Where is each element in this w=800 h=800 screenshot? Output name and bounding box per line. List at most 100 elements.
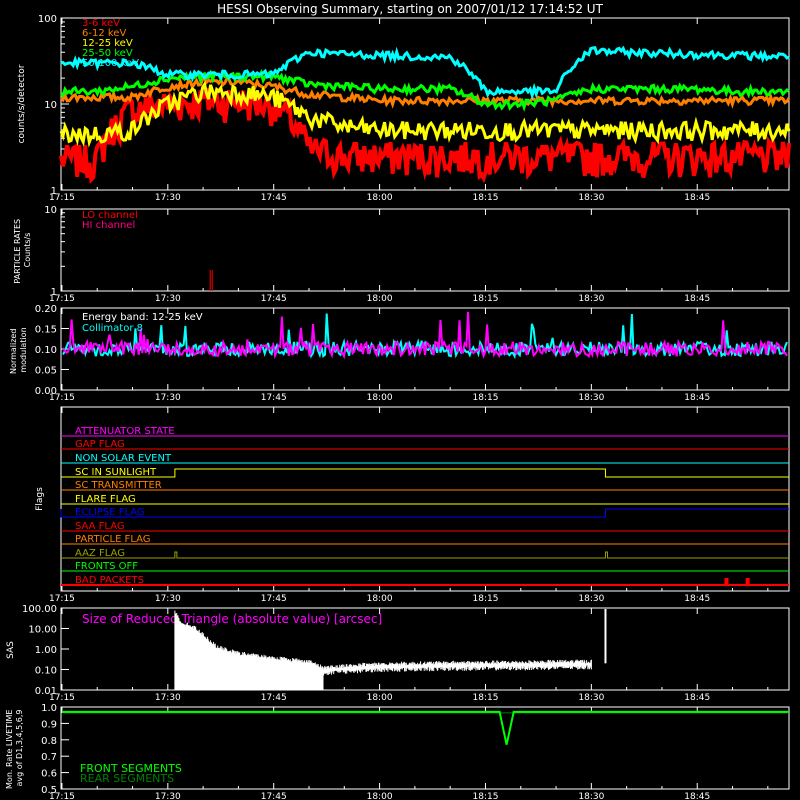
x-tick-label: 17:45: [261, 594, 287, 604]
flag-line: [61, 578, 789, 586]
x-tick-label: 18:45: [684, 594, 710, 604]
livetime-ticks: 17:15 17:30 17:45 18:00 18:15 18:30 18:45 0.5 0.…: [41, 703, 769, 800]
y-tick-label: 0.5: [41, 785, 57, 796]
x-tick-label: 18:15: [473, 294, 499, 304]
flags-ylabel: Flags: [35, 487, 45, 511]
particle-rates-series: [209, 270, 213, 291]
count-rates-ticks: 17:15 17:30 17:45 18:00 18:15 18:30 18:45 1 10 10…: [38, 14, 769, 203]
legend-entry: 50-100 keV: [82, 58, 139, 69]
x-tick-label: 18:15: [473, 693, 499, 703]
x-tick-label: 18:30: [578, 693, 604, 703]
modulation-series-1: [62, 311, 788, 360]
panel-livetime: Mon. Rate LIVETIME avg of D1,3,4,5,6,9 1…: [5, 703, 790, 800]
y-tick-label: 0.6: [41, 769, 57, 780]
count-rate-series-2: [59, 80, 791, 148]
x-tick-label: 17:15: [49, 792, 75, 800]
x-tick-label: 17:45: [261, 193, 287, 203]
x-tick-label: 18:30: [578, 294, 604, 304]
y-tick-label: 10.00: [28, 625, 57, 636]
modulation-ylabel: Normalized modulation: [9, 326, 28, 374]
legend-entry: LO channel: [82, 210, 138, 221]
modulation-ticks: 17:15 17:30 17:45 18:00 18:15 18:30 18:45 0.00 0…: [35, 304, 769, 403]
x-tick-label: 17:15: [49, 393, 75, 403]
sas-series: [174, 610, 592, 690]
x-tick-label: 17:15: [49, 693, 75, 703]
livetime-frame: [60, 706, 790, 790]
x-tick-label: 18:15: [473, 594, 499, 604]
y-tick-label: 1.00: [35, 645, 57, 656]
particle-rates-ticks: 17:15 17:30 17:45 18:00 18:15 18:30 18:45 1 10: [44, 205, 769, 304]
count-rate-series-3: [60, 68, 790, 112]
x-tick-label: 17:15: [49, 594, 75, 604]
x-tick-label: 17:45: [261, 294, 287, 304]
panel-flags: Flags 17:15 17:30 17:45 18:00 18:15 18:30 18:4…: [35, 406, 790, 604]
sas-annotation: Size of Reduced Triangle (absolute value…: [82, 612, 382, 626]
x-tick-label: 18:00: [367, 594, 393, 604]
y-tick-label: 10: [44, 100, 57, 111]
panel-particle-rates: PARTICLE RATES Counts/s 17:15 17:30 17:45 1…: [13, 205, 790, 304]
modulation-ylabel-line2: modulation: [19, 327, 28, 372]
flag-label: SC IN SUNLIGHT: [75, 467, 157, 478]
flag-label: AAZ FLAG: [75, 548, 125, 559]
flag-label: SAA FLAG: [75, 521, 125, 532]
x-tick-label: 17:30: [155, 792, 181, 800]
flag-label: SC TRANSMITTER: [75, 480, 162, 491]
x-tick-label: 18:15: [473, 393, 499, 403]
count-rate-series-4: [60, 45, 790, 101]
y-tick-label: 0.10: [35, 666, 57, 677]
x-tick-label: 18:00: [367, 393, 393, 403]
flag-label: ATTENUATOR STATE: [75, 426, 175, 437]
legend-entry: REAR SEGMENTS: [80, 772, 174, 785]
x-tick-label: 18:00: [367, 693, 393, 703]
livetime-ylabel-line2: avg of D1,3,4,5,6,9: [15, 710, 24, 787]
sas-ticks: 17:15 17:30 17:45 18:00 18:15 18:30 18:45 0.01 0…: [22, 604, 769, 703]
x-tick-label: 17:30: [155, 693, 181, 703]
x-tick-label: 17:15: [49, 193, 75, 203]
flag-label: GAP FLAG: [75, 439, 125, 450]
flag-label: FLARE FLAG: [75, 494, 136, 505]
livetime-ylabel: Mon. Rate LIVETIME avg of D1,3,4,5,6,9: [5, 707, 24, 789]
legend-entry: 3-6 keV: [82, 18, 120, 29]
x-tick-label: 18:45: [684, 393, 710, 403]
y-tick-label: 0.10: [35, 345, 57, 356]
x-tick-label: 18:00: [367, 792, 393, 800]
x-tick-label: 17:30: [155, 193, 181, 203]
y-tick-label: 0.15: [35, 325, 57, 336]
flags-frame: [60, 406, 790, 592]
modulation-ylabel-line1: Normalized: [9, 329, 18, 374]
x-tick-label: 17:15: [49, 294, 75, 304]
flag-line: [61, 551, 789, 559]
count-rates-ylabel: counts/s/detector: [17, 64, 27, 143]
y-tick-label: 0.9: [41, 719, 57, 730]
legend-entry: 25-50 keV: [82, 48, 133, 59]
modulation-annotation: Energy band: 12-25 keV: [82, 312, 203, 323]
y-tick-label: 0.00: [35, 386, 57, 397]
y-tick-label: 0.01: [35, 686, 57, 697]
panel-sas: SAS Size of Reduced Triangle (absolute v…: [6, 604, 790, 703]
y-tick-label: 1: [51, 287, 57, 298]
count-rate-series-0: [59, 87, 791, 184]
x-tick-label: 17:30: [155, 393, 181, 403]
count-rate-series-1: [59, 76, 791, 109]
flag-label: PARTICLE FLAG: [75, 534, 151, 545]
flag-line: [61, 468, 789, 478]
y-tick-label: 100.00: [22, 604, 57, 615]
legend-entry: 6-12 keV: [82, 28, 126, 39]
x-tick-label: 17:45: [261, 693, 287, 703]
x-tick-label: 17:30: [155, 594, 181, 604]
y-tick-label: 0.05: [35, 366, 57, 377]
sas-series: [174, 609, 607, 690]
particle-rates-ylabel-line1: PARTICLE RATES: [13, 219, 22, 284]
flag-label: FRONTS OFF: [75, 561, 138, 572]
legend-entry: 12-25 keV: [82, 38, 133, 49]
particle-rates-ylabel: PARTICLE RATES Counts/s: [13, 216, 32, 283]
x-tick-label: 18:30: [578, 594, 604, 604]
x-tick-label: 17:30: [155, 294, 181, 304]
count-rates-series: [59, 45, 791, 184]
x-tick-label: 17:45: [261, 393, 287, 403]
x-tick-label: 18:00: [367, 294, 393, 304]
y-tick-label: 0.20: [35, 304, 57, 315]
legend-entry: HI channel: [82, 220, 135, 231]
x-tick-label: 18:30: [578, 193, 604, 203]
